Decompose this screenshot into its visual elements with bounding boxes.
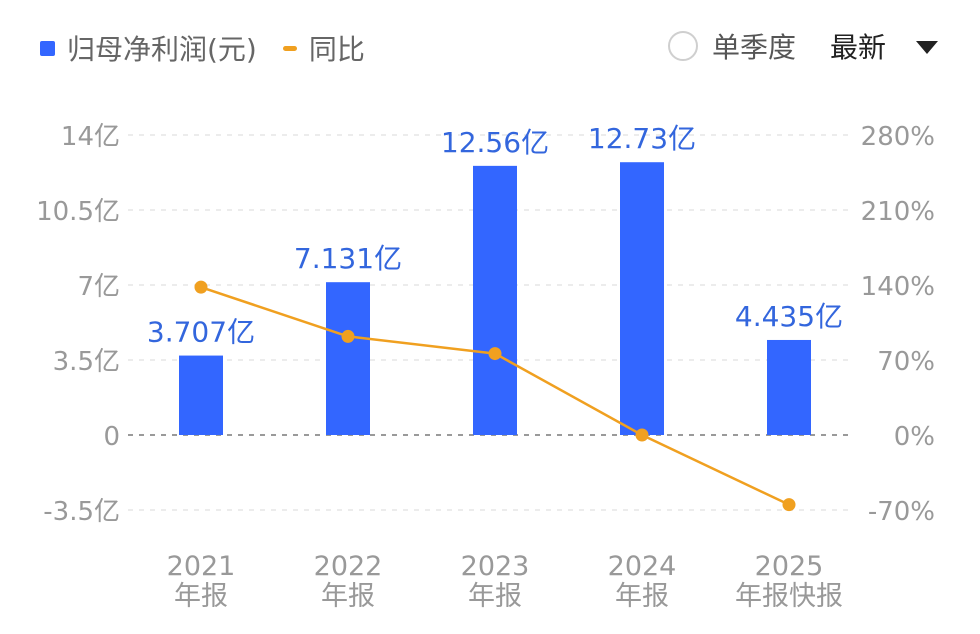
legend-item-yoy[interactable]: 同比 [282, 28, 365, 68]
y-left-tick-label: 10.5亿 [36, 197, 120, 227]
line-swatch-icon [282, 45, 297, 51]
x-tick-label: 年报 [321, 581, 375, 612]
y-right-tick-label: 0% [894, 422, 935, 452]
y-right-tick-label: 70% [877, 347, 935, 377]
chart-controls: 单季度 最新 [667, 26, 938, 66]
bar-data-label: 4.435亿 [735, 300, 843, 333]
y-left-tick-label: -3.5亿 [43, 497, 120, 527]
legend-yoy-label: 同比 [308, 33, 365, 66]
y-left-tick-label: 7亿 [77, 272, 120, 302]
bar-swatch-icon [40, 40, 55, 56]
legend: 归母净利润(元) 同比 [40, 28, 391, 68]
yoy-point [782, 498, 796, 512]
period-dropdown-value: 最新 [829, 31, 886, 64]
y-left-tick-label: 0 [103, 422, 120, 452]
legend-item-net-profit[interactable]: 归母净利润(元) [40, 28, 257, 68]
chart-header: 归母净利润(元) 同比 单季度 最新 [0, 0, 980, 100]
y-right-tick-label: -70% [868, 497, 935, 527]
bar [620, 162, 664, 435]
caret-down-icon [916, 40, 938, 54]
x-tick-label: 2021 [167, 551, 236, 582]
x-tick-label: 2024 [608, 551, 677, 582]
bar-data-label: 3.707亿 [147, 316, 255, 349]
quarter-label[interactable]: 单季度 [711, 31, 796, 64]
yoy-point [488, 347, 502, 361]
bar-data-label: 12.56亿 [441, 126, 549, 159]
bar [179, 355, 223, 435]
yoy-point [635, 428, 649, 442]
x-tick-label: 年报 [174, 581, 228, 612]
yoy-point [341, 329, 355, 343]
x-tick-label: 年报快报 [735, 581, 843, 612]
x-tick-label: 年报 [468, 581, 522, 612]
bar [767, 339, 811, 435]
yoy-point [194, 280, 208, 294]
legend-net-profit-label: 归母净利润(元) [67, 33, 257, 66]
y-right-tick-label: 280% [861, 122, 935, 152]
bar [473, 165, 517, 435]
quarter-radio[interactable] [667, 31, 698, 61]
x-tick-label: 2022 [314, 551, 383, 582]
bar-data-label: 12.73亿 [588, 122, 696, 155]
y-right-tick-label: 140% [861, 272, 935, 302]
x-tick-label: 年报 [615, 581, 669, 612]
period-dropdown[interactable]: 最新 [830, 26, 938, 66]
bar [326, 282, 370, 435]
bar-data-label: 7.131亿 [294, 242, 402, 275]
y-left-tick-label: 14亿 [61, 122, 120, 152]
y-right-tick-label: 210% [861, 197, 935, 227]
x-tick-label: 2025 [755, 551, 824, 582]
y-left-tick-label: 3.5亿 [53, 347, 120, 377]
x-tick-label: 2023 [461, 551, 530, 582]
